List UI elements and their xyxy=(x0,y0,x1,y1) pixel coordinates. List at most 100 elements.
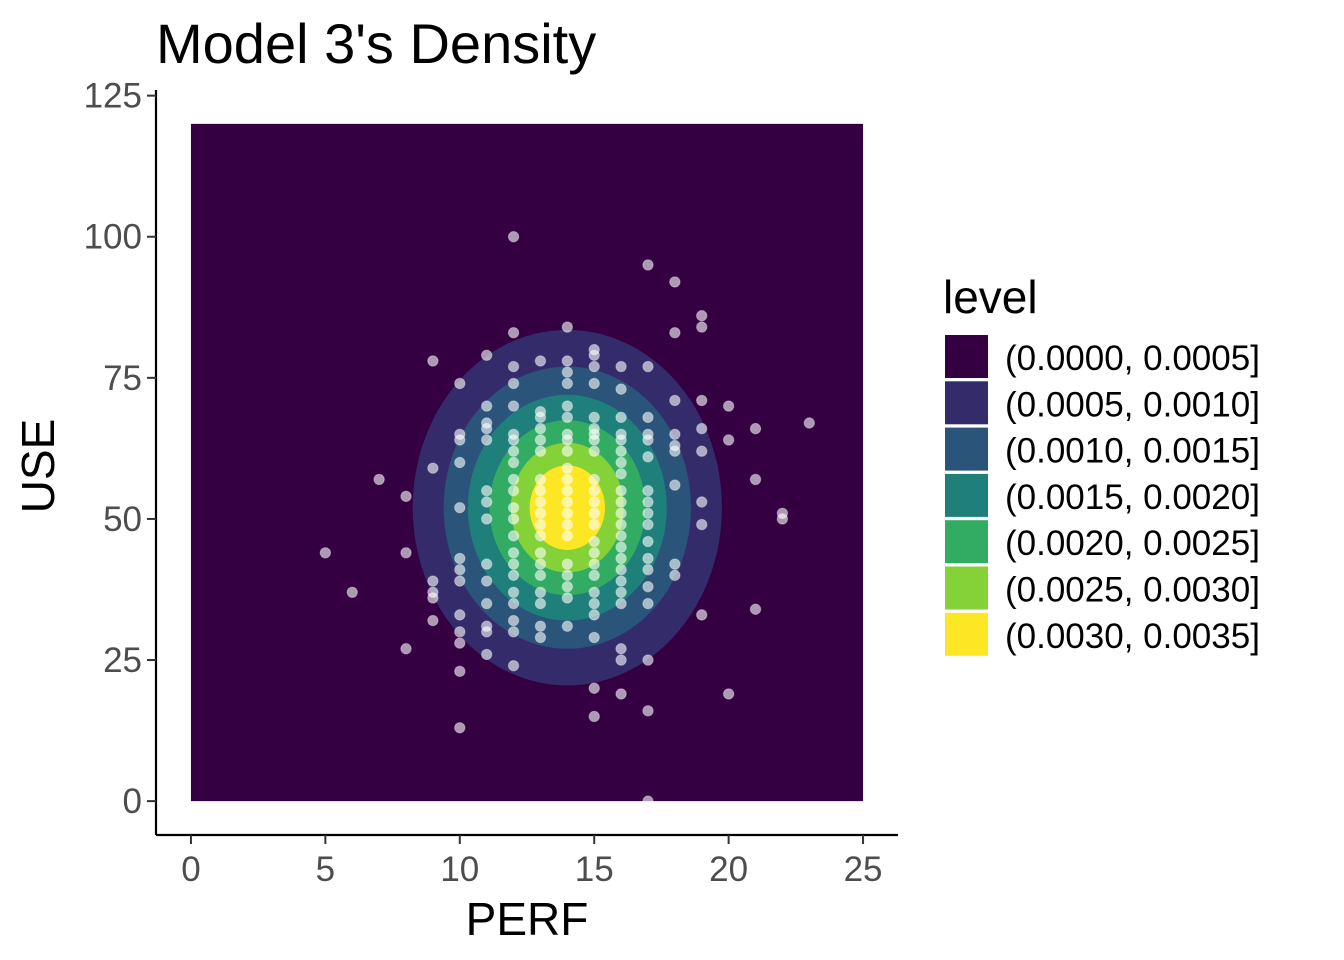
data-point xyxy=(803,417,815,429)
data-point xyxy=(642,580,654,593)
data-point xyxy=(561,366,574,378)
data-point xyxy=(696,518,708,531)
x-tick-label: 5 xyxy=(316,850,335,889)
data-point xyxy=(642,411,654,424)
data-point xyxy=(507,586,520,599)
data-point xyxy=(507,558,520,570)
data-point xyxy=(642,451,654,463)
data-point xyxy=(588,411,600,424)
data-point xyxy=(454,552,466,565)
data-point xyxy=(534,547,547,559)
y-tick-label: 100 xyxy=(84,218,142,257)
data-point xyxy=(480,648,493,661)
data-point xyxy=(642,654,654,666)
density-band-level-7 xyxy=(529,465,605,550)
data-point xyxy=(615,518,627,531)
data-point xyxy=(346,586,358,599)
data-point xyxy=(615,586,627,599)
legend-swatch xyxy=(945,427,988,471)
data-point xyxy=(454,575,466,587)
data-point xyxy=(400,547,412,559)
data-point xyxy=(561,558,574,570)
data-point xyxy=(642,360,654,373)
data-point xyxy=(669,479,681,491)
data-point xyxy=(696,422,708,435)
x-tick-label: 10 xyxy=(440,850,479,889)
data-point xyxy=(507,231,520,243)
data-point xyxy=(669,326,681,339)
data-point xyxy=(669,569,681,582)
data-point xyxy=(534,518,547,531)
data-point xyxy=(480,422,493,435)
data-point xyxy=(669,445,681,457)
data-point xyxy=(480,496,493,508)
data-point xyxy=(507,456,520,469)
data-point xyxy=(427,462,439,474)
legend-label: (0.0005, 0.0010] xyxy=(1005,385,1260,424)
data-point xyxy=(400,490,412,503)
data-point xyxy=(507,659,520,672)
data-point xyxy=(561,445,574,457)
legend: level (0.0000, 0.0005] (0.0005, 0.0010] (0… xyxy=(943,271,1260,656)
data-point xyxy=(534,507,547,519)
data-point xyxy=(561,620,574,632)
data-point xyxy=(588,360,600,373)
x-tick-label: 20 xyxy=(709,850,748,889)
x-tick-label: 15 xyxy=(575,850,614,889)
data-point xyxy=(615,654,627,666)
data-point xyxy=(480,558,493,570)
data-point xyxy=(507,614,520,627)
x-tick-label: 0 xyxy=(181,850,200,889)
data-point xyxy=(696,496,708,508)
data-point xyxy=(507,360,520,373)
data-point xyxy=(454,637,466,649)
data-point xyxy=(561,321,574,333)
data-point xyxy=(696,394,708,407)
data-point xyxy=(615,541,627,553)
data-point xyxy=(534,485,547,497)
data-point xyxy=(669,558,681,570)
data-point xyxy=(427,614,439,627)
data-point xyxy=(427,592,439,604)
data-point xyxy=(588,518,600,531)
legend-swatch xyxy=(945,473,988,517)
data-point xyxy=(588,445,600,457)
data-point xyxy=(534,558,547,570)
data-point xyxy=(507,597,520,610)
data-point xyxy=(588,485,600,497)
data-point xyxy=(480,626,493,638)
data-point xyxy=(454,626,466,638)
data-point xyxy=(561,355,574,367)
data-point xyxy=(507,626,520,638)
data-points xyxy=(319,231,815,807)
data-point xyxy=(534,473,547,486)
data-point xyxy=(588,377,600,390)
data-point xyxy=(454,456,466,469)
data-point xyxy=(534,631,547,644)
data-point xyxy=(561,592,574,604)
data-point xyxy=(534,411,547,424)
data-point xyxy=(696,609,708,621)
data-point xyxy=(561,462,574,474)
data-point xyxy=(615,575,627,587)
data-point xyxy=(642,259,654,271)
y-tick-label: 75 xyxy=(103,359,142,398)
data-point xyxy=(722,688,735,700)
data-point xyxy=(400,643,412,655)
data-point xyxy=(454,609,466,621)
legend-swatch xyxy=(945,566,988,610)
data-point xyxy=(615,496,627,508)
data-point xyxy=(642,795,654,807)
data-point xyxy=(722,434,735,446)
data-point xyxy=(588,569,600,582)
data-point xyxy=(507,445,520,457)
legend-label: (0.0020, 0.0025] xyxy=(1005,524,1260,563)
legend-swatch xyxy=(945,381,988,425)
data-point xyxy=(669,394,681,407)
data-point xyxy=(507,547,520,559)
data-point xyxy=(454,722,466,734)
data-point xyxy=(749,473,762,486)
y-axis-title: USE xyxy=(12,419,64,514)
data-point xyxy=(588,434,600,446)
